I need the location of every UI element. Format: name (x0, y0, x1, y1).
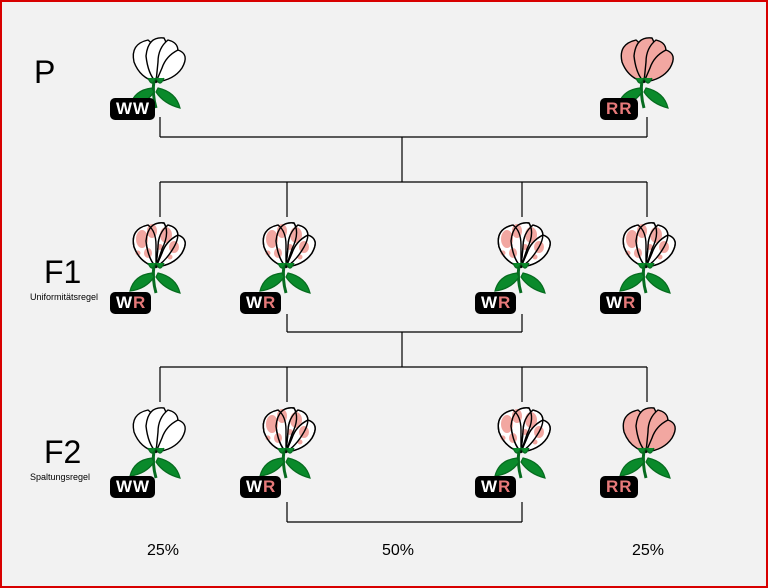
flower-F2-4 (602, 402, 692, 482)
allele: W (481, 478, 497, 495)
genotype-F2-1: W W (110, 476, 155, 498)
flower-F1-1 (112, 217, 202, 297)
allele: R (619, 478, 631, 495)
allele: W (133, 100, 149, 117)
pct-25-right: 25% (632, 542, 664, 560)
allele: R (263, 294, 275, 311)
allele: R (498, 294, 510, 311)
allele: R (606, 100, 618, 117)
allele: R (133, 294, 145, 311)
allele: R (619, 100, 631, 117)
pct-25-left: 25% (147, 542, 179, 560)
allele: W (116, 100, 132, 117)
generation-sublabel-F1: Uniformitätsregel (30, 292, 98, 302)
genotype-P-red: R R (600, 98, 638, 120)
flower-F1-2 (242, 217, 332, 297)
genotype-F2-2: W R (240, 476, 281, 498)
genotype-F1-3: W R (475, 292, 516, 314)
generation-sublabel-F2: Spaltungsregel (30, 472, 90, 482)
allele: W (116, 294, 132, 311)
allele: W (606, 294, 622, 311)
allele: W (246, 478, 262, 495)
allele: R (263, 478, 275, 495)
genotype-F1-2: W R (240, 292, 281, 314)
genotype-F2-4: R R (600, 476, 638, 498)
genotype-F1-1: W R (110, 292, 151, 314)
allele: R (606, 478, 618, 495)
flower-F1-3 (477, 217, 567, 297)
allele: W (246, 294, 262, 311)
generation-label-F2: F2 (44, 434, 81, 471)
generation-label-P: P (34, 54, 55, 91)
allele: R (498, 478, 510, 495)
flower-F2-2 (242, 402, 332, 482)
mendel-diagram: P F1 Uniformitätsregel F2 Spaltungsregel (0, 0, 768, 588)
allele: R (623, 294, 635, 311)
genotype-F2-3: W R (475, 476, 516, 498)
pct-50: 50% (382, 542, 414, 560)
flower-F2-3 (477, 402, 567, 482)
allele: W (481, 294, 497, 311)
genotype-F1-4: W R (600, 292, 641, 314)
flower-F2-1 (112, 402, 202, 482)
allele: W (116, 478, 132, 495)
allele: W (133, 478, 149, 495)
flower-F1-4 (602, 217, 692, 297)
generation-label-F1: F1 (44, 254, 81, 291)
genotype-P-white: W W (110, 98, 155, 120)
